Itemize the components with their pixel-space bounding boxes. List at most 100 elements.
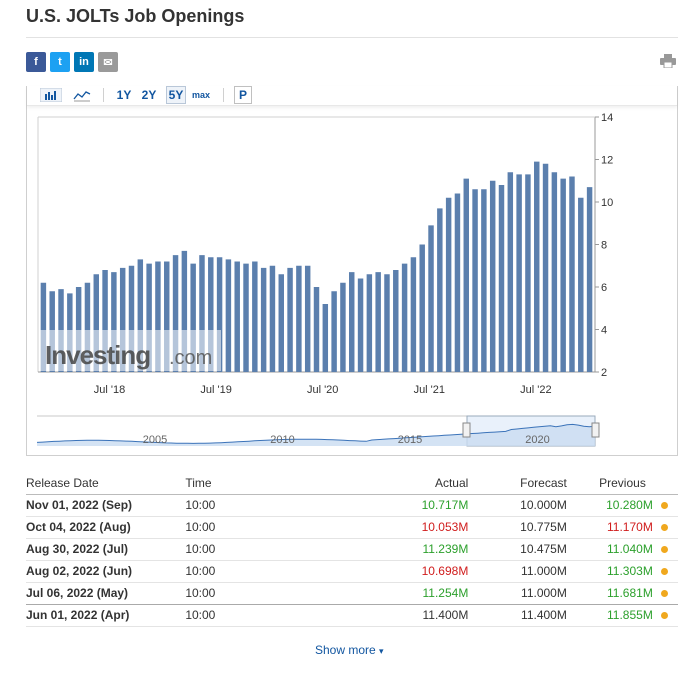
toolbar-separator (103, 88, 104, 102)
previous-value: 11.855M (566, 604, 653, 627)
linkedin-share-button[interactable]: in (74, 52, 94, 72)
navigator-left-handle (462, 422, 471, 438)
bar (375, 272, 381, 373)
range-max-button[interactable]: max (191, 90, 210, 100)
header-release-date[interactable]: Release Date (26, 472, 186, 495)
bar (260, 267, 267, 373)
release-date: Aug 02, 2022 (Jun) (26, 560, 186, 583)
release-time: 10:00 (185, 560, 354, 583)
release-time: 10:00 (185, 582, 354, 605)
bar (190, 263, 196, 373)
bar (489, 180, 496, 372)
bar (243, 263, 249, 373)
chevron-down-icon: ▾ (379, 646, 384, 656)
bar (578, 197, 584, 372)
bar (551, 172, 558, 372)
y-tick-label: 12 (601, 155, 613, 167)
actual-value: 10.698M (353, 560, 469, 583)
bar (216, 257, 223, 372)
forecast-value: 10.000M (468, 494, 567, 517)
bar (357, 278, 364, 372)
importance-dot-icon (660, 546, 668, 554)
actual-value: 11.239M (353, 538, 469, 561)
y-tick-label: 8 (601, 240, 607, 252)
previous-value: 11.681M (566, 582, 653, 605)
release-time: 10:00 (185, 538, 354, 561)
bar (269, 265, 276, 372)
email-share-button[interactable]: ✉ (98, 52, 118, 72)
previous-value: 11.303M (566, 560, 653, 583)
actual-value: 10.053M (353, 516, 469, 539)
forecast-value: 11.000M (468, 560, 567, 583)
bar (454, 193, 461, 372)
twitter-share-button[interactable]: t (50, 52, 70, 72)
table-row: Jul 06, 2022 (May) 10:00 11.254M 11.000M… (26, 582, 678, 605)
show-more-link[interactable]: Show more ▾ (315, 643, 384, 657)
importance-dot-icon (660, 590, 668, 598)
navigator-year-label: 2020 (525, 434, 549, 446)
bar-chart-type-icon[interactable] (40, 88, 62, 102)
release-table: Release Date Time Actual Forecast Previo… (26, 472, 678, 627)
bar (234, 261, 240, 372)
p-button[interactable]: P (234, 86, 252, 104)
release-time: 10:00 (185, 604, 354, 627)
bar (507, 172, 514, 372)
importance-dot-icon (660, 502, 668, 510)
header-time[interactable]: Time (185, 472, 354, 495)
x-tick-label: Jul '19 (200, 384, 231, 396)
investing-watermark: Investing (45, 340, 150, 370)
bar (586, 187, 593, 373)
release-date: Jun 01, 2022 (Apr) (26, 604, 186, 627)
y-tick-label: 2 (601, 367, 607, 379)
navigator-line (36, 423, 596, 444)
bar (304, 265, 311, 372)
bar (445, 197, 452, 372)
table-row: Aug 30, 2022 (Jul) 10:00 11.239M 10.475M… (26, 538, 678, 561)
bar (199, 255, 205, 373)
bar (410, 257, 417, 372)
header-forecast[interactable]: Forecast (468, 472, 567, 495)
bar (287, 267, 293, 373)
bar (366, 274, 373, 372)
actual-value: 10.717M (353, 494, 469, 517)
header-previous[interactable]: Previous (566, 472, 653, 495)
navigator-area (37, 424, 595, 446)
range-5y-button[interactable]: 5Y (166, 86, 186, 104)
bar (252, 261, 258, 372)
bar (384, 274, 390, 372)
range-1y-button[interactable]: 1Y (116, 88, 132, 102)
facebook-share-button[interactable]: f (26, 52, 46, 72)
bar (84, 282, 91, 372)
bar (516, 174, 522, 373)
importance-dot-icon (660, 524, 668, 532)
bar (401, 263, 408, 373)
bar (428, 225, 434, 372)
navigator-year-label: 2015 (398, 434, 422, 446)
bar (393, 270, 399, 372)
bar (278, 274, 284, 372)
forecast-value: 11.400M (468, 604, 567, 627)
page-title: U.S. JOLTs Job Openings (26, 6, 245, 26)
bar (181, 250, 188, 373)
release-time: 10:00 (185, 494, 354, 517)
bar (102, 270, 108, 372)
print-icon[interactable] (660, 54, 676, 68)
y-tick-label: 10 (601, 197, 613, 209)
bar (498, 185, 505, 372)
header-actual[interactable]: Actual (353, 472, 469, 495)
bar (225, 259, 232, 373)
range-2y-button[interactable]: 2Y (141, 88, 157, 102)
toolbar-separator (223, 88, 224, 102)
previous-value: 11.040M (566, 538, 653, 561)
bar (349, 272, 355, 373)
navigator-year-label: 2005 (143, 434, 167, 446)
y-tick-label: 6 (601, 282, 607, 294)
bar (146, 263, 152, 373)
bar (437, 208, 443, 372)
release-date: Jul 06, 2022 (May) (26, 582, 186, 605)
bar (93, 274, 99, 372)
bar (542, 163, 549, 372)
title-divider (26, 37, 678, 38)
release-date: Aug 30, 2022 (Jul) (26, 538, 186, 561)
line-chart-type-icon[interactable] (73, 88, 91, 102)
